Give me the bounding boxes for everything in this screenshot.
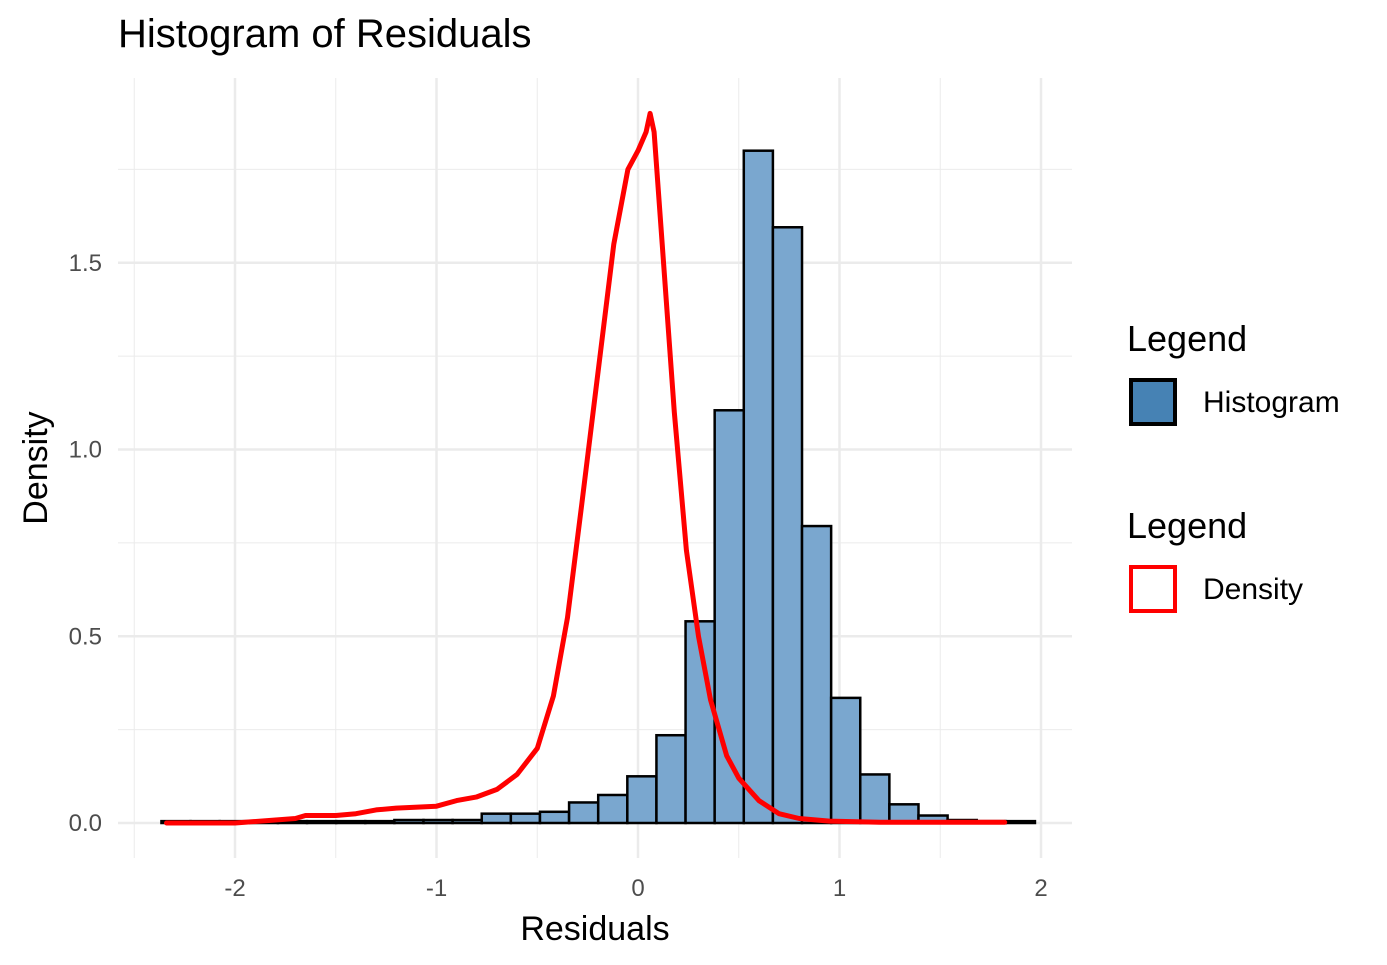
histogram-bar — [596, 793, 629, 825]
histogram-bar — [393, 818, 425, 825]
x-axis-label: Residuals — [520, 910, 669, 948]
chart-title: Histogram of Residuals — [118, 12, 532, 56]
density-line — [164, 110, 1008, 826]
histogram-bar — [567, 801, 600, 825]
histogram-bar — [334, 819, 367, 825]
x-tick-label: 1 — [833, 875, 846, 902]
histogram-bar — [538, 810, 571, 825]
histogram-bar — [626, 775, 658, 825]
histogram-bar — [742, 149, 775, 825]
x-tick-label: 0 — [631, 875, 644, 902]
legend-title-histogram: Legend — [1127, 318, 1248, 359]
histogram-bar — [655, 733, 687, 825]
histogram-bar — [1004, 819, 1037, 825]
x-tick-label: -1 — [426, 875, 447, 902]
histogram-bar — [509, 812, 542, 825]
density-curve-group — [164, 110, 1008, 826]
histogram-bars — [160, 149, 1037, 825]
legend-key-density — [1129, 565, 1177, 613]
histogram-bar — [422, 818, 454, 825]
y-tick-label: 0.5 — [69, 623, 102, 650]
histogram-bar — [364, 819, 396, 825]
legend-label-density: Density — [1203, 573, 1304, 606]
legend-label-histogram: Histogram — [1203, 386, 1340, 419]
y-tick-label: 0.0 — [69, 810, 102, 837]
histogram-bar — [859, 773, 891, 825]
y-tick-label: 1.0 — [69, 437, 102, 464]
x-tick-label: -2 — [224, 875, 245, 902]
histogram-bar — [771, 226, 804, 825]
histogram-bar — [800, 524, 833, 825]
histogram-bar — [451, 818, 483, 825]
histogram-bar — [829, 696, 862, 825]
y-axis-label: Density — [17, 411, 55, 524]
axes: -2 -1 0 1 2 0.0 0.5 1.0 1.5 Residuals Density — [17, 250, 1048, 948]
histogram-bar — [305, 819, 338, 825]
legend-key-histogram — [1129, 378, 1177, 426]
grid — [118, 78, 1072, 858]
y-tick-label: 1.5 — [69, 250, 102, 277]
x-tick-label: 2 — [1034, 875, 1047, 902]
histogram-bar — [480, 812, 513, 825]
legend-title-density: Legend — [1127, 505, 1248, 546]
